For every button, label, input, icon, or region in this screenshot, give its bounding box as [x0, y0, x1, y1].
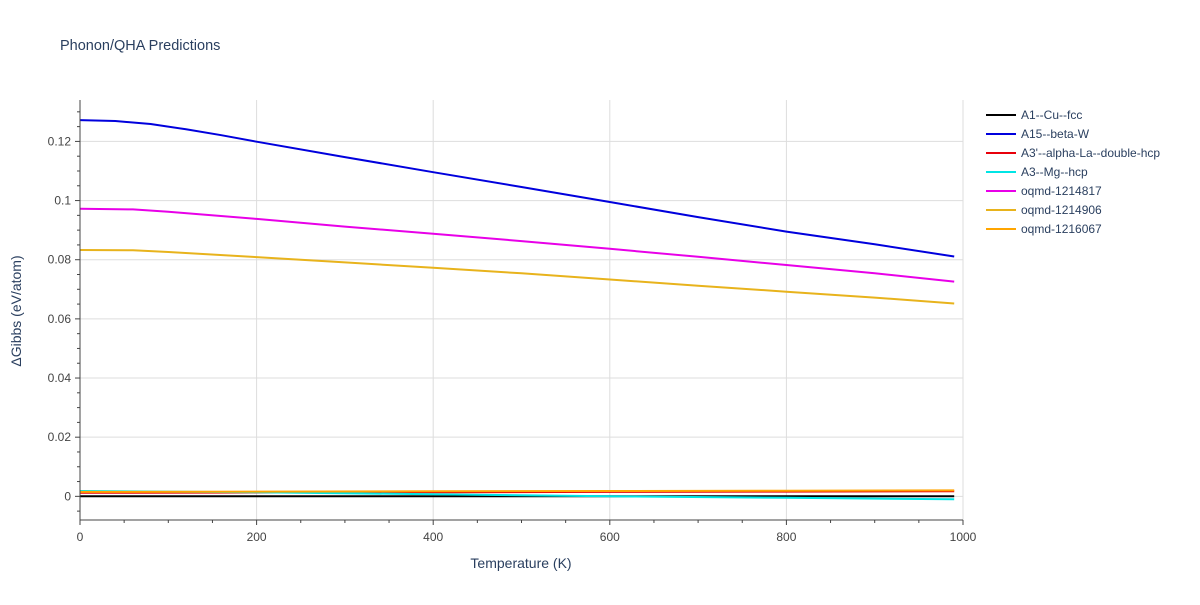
legend-label: oqmd-1214906 — [1021, 203, 1102, 217]
x-tick-label: 1000 — [950, 530, 977, 544]
legend-label: A3'--alpha-La--double-hcp — [1021, 146, 1160, 160]
series-line — [79, 489, 955, 493]
legend-label: oqmd-1216067 — [1021, 222, 1102, 236]
chart-title: Phonon/QHA Predictions — [60, 38, 220, 54]
legend-label: A3--Mg--hcp — [1021, 165, 1088, 179]
legend-label: A1--Cu--fcc — [1021, 108, 1082, 122]
x-tick-label: 200 — [247, 530, 267, 544]
series-line — [79, 207, 955, 283]
series-line — [79, 249, 955, 305]
axes: 0 200 400 600 800 1000 0 0.02 0.04 0.06 0.08 0.1 0.1… — [48, 100, 977, 544]
y-tick-label: 0.1 — [54, 194, 71, 208]
y-tick-label: 0.08 — [48, 253, 72, 267]
grid-lines — [80, 100, 964, 520]
y-tick-label: 0.02 — [48, 430, 72, 444]
x-tick-label: 400 — [423, 530, 443, 544]
y-tick-label: 0.12 — [48, 134, 72, 148]
legend-label: A15--beta-W — [1021, 127, 1090, 141]
legend-label: oqmd-1214817 — [1021, 184, 1102, 198]
x-tick-label: 0 — [77, 530, 84, 544]
x-tick-label: 800 — [776, 530, 796, 544]
y-tick-label: 0 — [64, 489, 71, 503]
x-tick-label: 600 — [600, 530, 620, 544]
y-tick-label: 0.06 — [48, 312, 72, 326]
y-axis-title: ΔGibbs (eV/atom) — [8, 255, 24, 366]
legend: A1--Cu--fcc A15--beta-W A3'--alpha-La--dou… — [986, 108, 1160, 236]
y-tick-label: 0.04 — [48, 371, 72, 385]
series-lines — [79, 119, 955, 501]
series-line — [79, 119, 955, 258]
x-axis-title: Temperature (K) — [470, 555, 571, 571]
